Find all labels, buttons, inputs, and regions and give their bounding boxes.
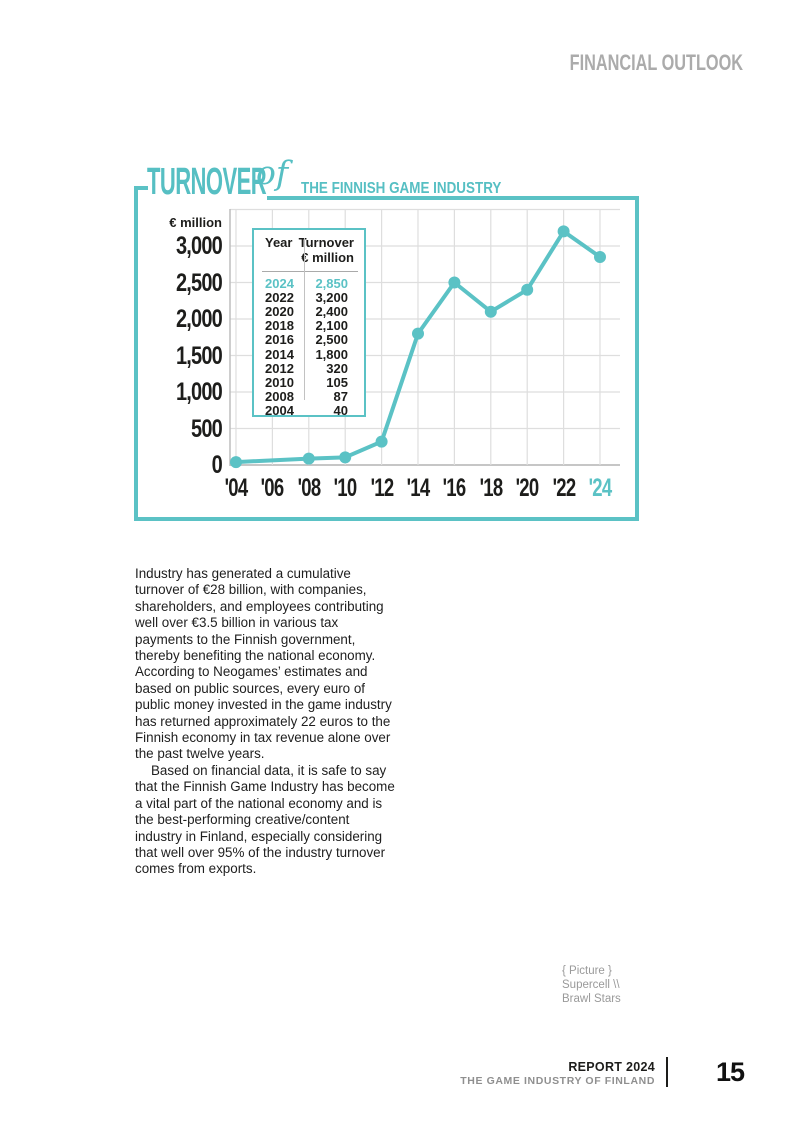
- y-tick-label: 1,500: [175, 341, 223, 370]
- y-tick-label: 2,000: [175, 305, 223, 333]
- chart-border-stub: [134, 186, 148, 190]
- table-cell-value: 3,200: [315, 289, 348, 305]
- table-cell-year: 2008: [265, 389, 294, 405]
- table-header-rule: [262, 271, 358, 272]
- turnover-table-rows: 2024 2,850 2022 3,200 2020 2,400 2018 2,100 2016…: [254, 275, 364, 419]
- table-header-year: Year: [265, 235, 293, 250]
- turnover-table: Year Turnover € million 2024 2,850 2022 3,2…: [252, 228, 366, 419]
- x-tick-label: '08: [297, 474, 321, 502]
- table-row: 2024 2,850: [254, 275, 364, 291]
- y-tick-label: 2,500: [175, 268, 223, 297]
- x-tick-label: '22: [552, 474, 576, 502]
- caption-line: { Picture }: [562, 965, 612, 977]
- x-tick-label: '10: [333, 474, 358, 502]
- y-tick-label: 3,000: [175, 232, 223, 260]
- page-title-subtitle: THE FINNISH GAME INDUSTRY: [301, 180, 502, 197]
- y-tick-label: 0: [211, 451, 223, 479]
- table-cell-year: 2018: [265, 318, 294, 334]
- page-title-script: of: [256, 153, 289, 192]
- table-cell-year: 2024: [265, 275, 294, 291]
- x-tick-label: '24: [588, 474, 613, 502]
- table-row: 2018 2,100: [254, 318, 364, 334]
- y-axis-label: € million: [169, 215, 222, 230]
- x-tick-label: '12: [370, 474, 394, 502]
- x-tick-label: '18: [479, 474, 503, 502]
- body-text: Industry has generated a cumulative turn…: [135, 566, 399, 878]
- paragraph: Industry has generated a cumulative turn…: [135, 566, 392, 762]
- chart-border-top: [267, 196, 639, 200]
- caption-line: Brawl Stars: [562, 993, 621, 1005]
- chart-border-bottom: [134, 517, 639, 521]
- table-cell-year: 2020: [265, 303, 294, 319]
- x-tick-label: '20: [515, 474, 540, 502]
- table-row: 2014 1,800: [254, 346, 364, 362]
- turnover-chart: € million Year Turnover € million 2024 2,…: [134, 186, 639, 521]
- table-cell-value: 40: [333, 403, 348, 419]
- y-tick-label: 1,000: [175, 378, 223, 406]
- caption-line: Supercell \\: [562, 979, 620, 991]
- table-header-turnover-line1: Turnover: [298, 235, 354, 250]
- table-cell-year: 2022: [265, 289, 294, 305]
- table-row: 2022 3,200: [254, 289, 364, 305]
- x-tick-label: '16: [443, 474, 467, 502]
- paragraph: Based on financial data, it is safe to s…: [135, 762, 395, 877]
- table-row: 2020 2,400: [254, 303, 364, 319]
- table-row: 2010 105: [254, 374, 364, 390]
- table-cell-year: 2014: [265, 346, 294, 362]
- table-header-turnover-line2: € million: [301, 250, 354, 265]
- page-number: 15: [715, 1057, 745, 1087]
- footer-report-title: REPORT 2024: [568, 1060, 655, 1074]
- table-cell-year: 2012: [265, 360, 294, 376]
- x-tick-label: '04: [224, 474, 249, 502]
- table-row: 2016 2,500: [254, 332, 364, 348]
- table-column-divider: [304, 238, 305, 400]
- table-cell-value: 2,100: [315, 318, 348, 334]
- table-cell-value: 2,400: [315, 303, 348, 319]
- chart-border-right: [635, 196, 639, 521]
- table-row: 2012 320: [254, 360, 364, 376]
- table-cell-year: 2016: [265, 332, 294, 348]
- table-header-turnover: Turnover € million: [299, 235, 354, 265]
- table-cell-year: 2010: [265, 374, 294, 390]
- table-cell-value: 2,850: [315, 275, 348, 291]
- table-cell-year: 2004: [265, 403, 294, 419]
- table-cell-value: 320: [326, 360, 348, 376]
- footer-divider: [666, 1057, 668, 1087]
- y-tick-label: 500: [191, 414, 223, 443]
- page-title: TURNOVER: [147, 161, 267, 203]
- table-header: Year Turnover € million: [254, 235, 364, 265]
- table-row: 2004 40: [254, 403, 364, 419]
- table-cell-value: 105: [326, 374, 348, 390]
- table-row: 2008 87: [254, 389, 364, 405]
- table-cell-value: 2,500: [315, 332, 348, 348]
- x-tick-label: '06: [261, 474, 285, 502]
- footer-org-title: THE GAME INDUSTRY OF FINLAND: [460, 1075, 655, 1087]
- table-cell-value: 87: [333, 389, 348, 405]
- page-header: FINANCIAL OUTLOOK: [569, 50, 743, 75]
- chart-border-left: [134, 186, 138, 521]
- table-cell-value: 1,800: [315, 346, 348, 362]
- picture-caption: { Picture } Supercell \\ Brawl Stars: [562, 964, 621, 1006]
- x-tick-label: '14: [406, 474, 431, 502]
- footer: REPORT 2024 THE GAME INDUSTRY OF FINLAND: [355, 1060, 655, 1087]
